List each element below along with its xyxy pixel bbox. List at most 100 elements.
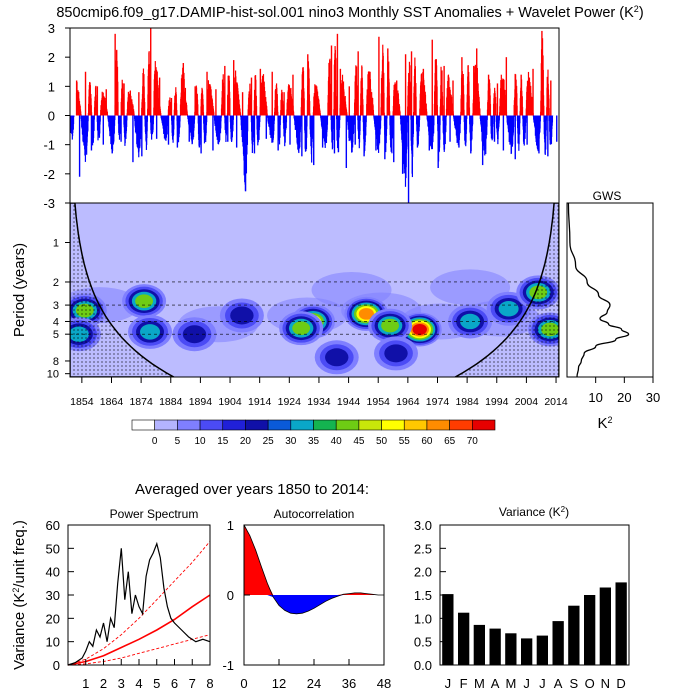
power-spectrum-line xyxy=(67,541,211,666)
colorbar-label: 15 xyxy=(217,436,229,447)
anomaly-bar xyxy=(114,115,116,121)
variance-y-tick-label: 2.5 xyxy=(414,541,432,556)
red-noise-lower-line xyxy=(67,634,211,666)
anomaly-bar xyxy=(445,115,447,118)
power-spectrum-title: Power Spectrum xyxy=(110,507,199,521)
anomaly-bar xyxy=(247,115,249,132)
anomaly-peak-bar xyxy=(354,115,356,145)
variance-x-tick-label: J xyxy=(445,676,452,691)
colorbar-label: 50 xyxy=(376,436,388,447)
anomaly-peak-bar xyxy=(114,33,116,116)
anomaly-bar xyxy=(486,115,488,120)
anomaly-bar xyxy=(279,115,281,138)
anomaly-bar xyxy=(442,105,444,116)
anomaly-peak-bar xyxy=(431,39,433,116)
wavelet-y-ticks: 1 2 3 45 810 xyxy=(47,237,70,381)
wavelet-x-tick-label: 1874 xyxy=(129,396,153,408)
anomaly-peak-bar xyxy=(407,115,410,203)
variance-x-tick-label: D xyxy=(616,676,625,691)
gws-x-tick-label: 30 xyxy=(646,390,660,405)
wavelet-x-tick-label: 1994 xyxy=(485,396,509,408)
anomaly-bar xyxy=(117,81,119,116)
variance-x-tick-label: A xyxy=(491,676,500,691)
anomaly-peak-bar xyxy=(541,30,543,116)
anomaly-bar xyxy=(197,104,199,116)
variance-bar xyxy=(442,594,454,665)
colorbar-cell xyxy=(313,419,337,431)
anomaly-y-tick-label: 1 xyxy=(48,79,55,94)
anomaly-bar xyxy=(492,115,494,124)
anomaly-peak-bar xyxy=(443,65,445,116)
anomaly-peak-bar xyxy=(556,115,558,142)
anomaly-bar xyxy=(521,96,523,116)
variance-title: Variance (K2) xyxy=(499,505,569,520)
anomaly-bar xyxy=(472,115,474,125)
colorbar-label: 60 xyxy=(421,436,433,447)
anomaly-peak-bar xyxy=(102,115,104,145)
anomaly-bar xyxy=(276,94,278,116)
anomaly-bar xyxy=(372,109,374,116)
cone-of-influence-right xyxy=(453,203,559,377)
anomaly-peak-bar xyxy=(532,68,534,116)
anomaly-bar xyxy=(521,106,524,116)
anomaly-y-tick-label: 0 xyxy=(48,109,55,124)
colorbar-cell xyxy=(131,419,155,431)
wavelet-x-tick-label: 1984 xyxy=(455,396,479,408)
anomaly-peak-bar xyxy=(235,115,238,148)
anomaly-peak-bar xyxy=(301,115,303,157)
anomaly-bar xyxy=(463,94,465,116)
ps-x-tick-label: 4 xyxy=(135,676,142,691)
variance-bar xyxy=(489,628,501,665)
anomaly-bar xyxy=(266,109,268,116)
anomaly-bar xyxy=(542,69,544,116)
power-spectrum-panel: Power Spectrum 1 2 3 4 5 6 7 8 0 10 20 30 40 50 60 Var… xyxy=(11,507,214,691)
wavelet-y-label: Period (years) xyxy=(11,243,28,337)
anomaly-peak-bar xyxy=(452,80,454,116)
anomaly-bar xyxy=(545,115,548,121)
anomaly-bar xyxy=(282,112,284,116)
ac-x-tick-label: 36 xyxy=(342,676,356,691)
wavelet-y-tick-label: 2 xyxy=(53,277,59,289)
anomaly-bar xyxy=(303,98,305,116)
anomaly-peak-bar xyxy=(476,48,478,116)
wavelet-y-tick-label: 5 xyxy=(53,329,59,341)
anomaly-bar xyxy=(365,115,368,117)
anomaly-peak-bar xyxy=(132,115,134,163)
anomaly-bar xyxy=(133,111,135,116)
colorbar-label: 45 xyxy=(353,436,365,447)
anomaly-bar xyxy=(495,114,497,116)
anomaly-peak-bar xyxy=(404,54,407,116)
anomaly-bar xyxy=(226,115,228,131)
anomaly-bar xyxy=(551,115,554,123)
ac-x-tick-label: 12 xyxy=(272,676,286,691)
anomaly-bar xyxy=(436,86,438,116)
anomaly-bar xyxy=(519,115,521,124)
wavelet-wash xyxy=(430,269,511,306)
anomaly-bar xyxy=(259,115,261,118)
anomaly-bar xyxy=(389,111,391,116)
variance-x-tick-label: O xyxy=(585,676,595,691)
ps-x-tick-label: 7 xyxy=(189,676,196,691)
anomaly-bar xyxy=(426,111,428,116)
autocorrelation-title: Autocorrelation xyxy=(274,507,355,521)
anomaly-bar xyxy=(113,115,116,126)
anomaly-bar xyxy=(202,112,205,116)
gws-x-ticks: 10 20 30 xyxy=(588,377,660,405)
anomaly-peak-bar xyxy=(363,115,365,157)
anomaly-peak-bar xyxy=(333,115,336,154)
wavelet-x-tick-label: 1934 xyxy=(307,396,331,408)
anomaly-bar xyxy=(179,115,181,122)
anomaly-peak-bar xyxy=(514,115,516,160)
anomaly-bar xyxy=(309,113,311,116)
anomaly-bar xyxy=(465,115,468,130)
anomaly-peak-bar xyxy=(369,71,371,116)
anomaly-peak-bar xyxy=(393,115,395,163)
anomaly-bar xyxy=(176,110,178,116)
anomaly-bar xyxy=(388,95,391,116)
wavelet-x-tick-label: 1894 xyxy=(189,396,213,408)
anomaly-peak-bar xyxy=(182,63,185,116)
anomaly-peak-bar xyxy=(470,115,472,154)
variance-x-tick-label: A xyxy=(554,676,563,691)
autocorrelation-ticks: 0 12 24 36 48 1 0 -1 xyxy=(222,518,391,691)
